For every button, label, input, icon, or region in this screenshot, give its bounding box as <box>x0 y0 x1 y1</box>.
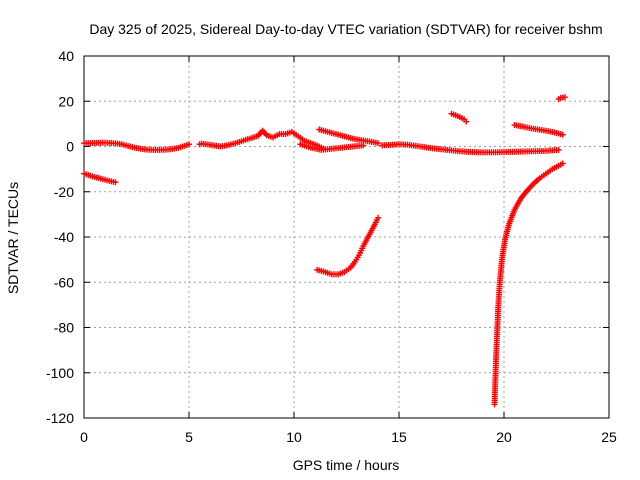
y-tick-label: -20 <box>54 184 74 200</box>
y-tick-label: 40 <box>58 48 74 64</box>
data-point <box>112 179 119 186</box>
data-point <box>559 160 566 167</box>
chart-title: Day 325 of 2025, Sidereal Day-to-day VTE… <box>89 21 602 37</box>
y-tick-label: -60 <box>54 274 74 290</box>
y-tick-label: -40 <box>54 229 74 245</box>
data-point <box>375 140 381 147</box>
y-tick-label: -120 <box>46 410 74 426</box>
data-point <box>559 131 566 138</box>
tick-layer: 0 5 10 15 20 25 -120 -100 -80 -60 -40 -20 0 20 40 <box>46 48 617 445</box>
y-tick-label: 20 <box>58 93 74 109</box>
points-layer <box>81 94 568 408</box>
data-point <box>186 141 192 148</box>
data-point <box>555 146 562 153</box>
y-tick-label: 0 <box>66 139 74 155</box>
data-point <box>561 94 568 101</box>
x-axis-label: GPS time / hours <box>293 457 400 473</box>
data-point <box>375 214 381 221</box>
data-point <box>463 118 470 125</box>
x-tick-label: 0 <box>80 429 88 445</box>
x-tick-label: 5 <box>185 429 193 445</box>
x-tick-label: 15 <box>391 429 407 445</box>
y-axis-label: SDTVAR / TECUs <box>5 182 21 294</box>
y-tick-label: -100 <box>46 365 74 381</box>
x-tick-label: 20 <box>496 429 512 445</box>
x-tick-label: 25 <box>601 429 617 445</box>
x-tick-label: 10 <box>286 429 302 445</box>
y-tick-label: -80 <box>54 320 74 336</box>
grid-layer <box>84 56 609 418</box>
